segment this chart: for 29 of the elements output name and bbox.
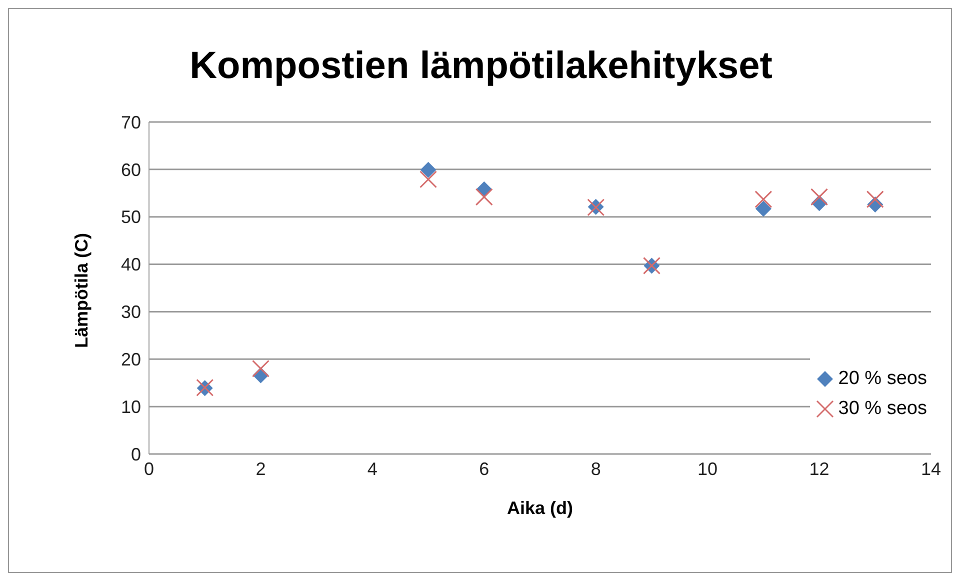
- point: [252, 360, 270, 378]
- y-tick-label: 60: [120, 160, 141, 180]
- y-tick-label: 10: [120, 396, 141, 417]
- x-axis-title: Aika (d): [506, 498, 574, 518]
- y-tick-label: 40: [120, 254, 141, 275]
- x-tick-label: 14: [920, 458, 942, 479]
- x-tick-label: 6: [479, 458, 490, 479]
- y-tick-label: 20: [120, 350, 141, 370]
- point: [866, 190, 884, 208]
- point: [755, 200, 772, 217]
- chart-title: Kompostien lämpötilakehitykset: [188, 45, 774, 88]
- x-tick-label: 8: [590, 458, 601, 479]
- point: [754, 190, 772, 208]
- x-tick-label: 2: [256, 458, 266, 479]
- x-tick-label: 4: [367, 458, 378, 479]
- point: [420, 162, 436, 178]
- x-tick-label: 10: [698, 458, 718, 479]
- legend-label: 30 % seos: [838, 398, 927, 420]
- point: [475, 188, 493, 206]
- y-tick-label: 30: [120, 302, 141, 322]
- x-tick-label: 12: [809, 458, 830, 479]
- y-tick-label: 70: [120, 112, 141, 132]
- y-axis-title: Lämpötila (C): [71, 233, 92, 348]
- point: [420, 170, 438, 188]
- point: [810, 188, 828, 206]
- legend-label: 20 % seos: [838, 368, 927, 390]
- y-tick-label: 50: [120, 207, 141, 228]
- x-tick-label: 0: [144, 458, 154, 479]
- y-tick-label: 0: [130, 444, 141, 464]
